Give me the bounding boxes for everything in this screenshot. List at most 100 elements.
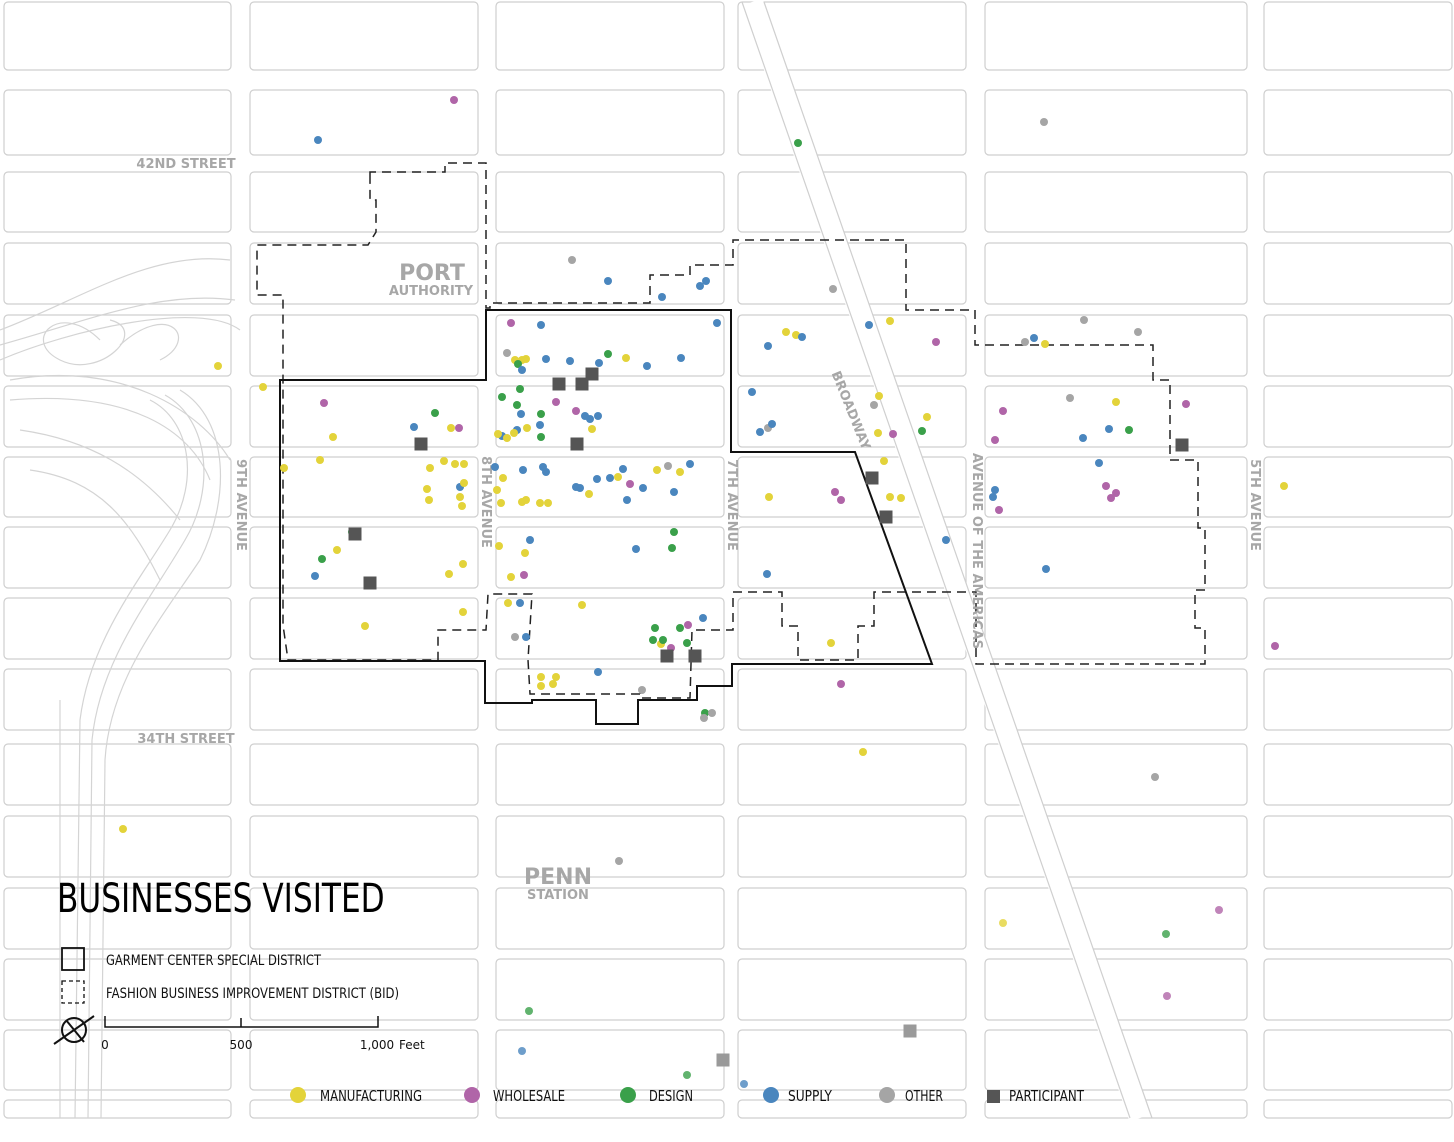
supply-point: [713, 319, 721, 327]
street-label-34th: 34TH STREET: [137, 732, 234, 747]
design-point: [525, 1007, 533, 1015]
street-block: [1263, 958, 1453, 1021]
street-block: [737, 597, 967, 660]
street-block: [495, 743, 725, 806]
manufacturing-point: [316, 456, 324, 464]
street-block: [1263, 385, 1453, 448]
wholesale-point: [1112, 489, 1120, 497]
manufacturing-point: [923, 413, 931, 421]
street-block: [737, 89, 967, 156]
street-block: [737, 958, 967, 1021]
supply-point: [696, 282, 704, 290]
supply-point: [517, 410, 525, 418]
supply-point: [586, 415, 594, 423]
street-block: [3, 1, 232, 71]
design-point: [683, 639, 691, 647]
street-block: [3, 1099, 232, 1119]
wholesale-point: [552, 398, 560, 406]
street-block: [984, 1099, 1248, 1119]
supply-point: [756, 428, 764, 436]
bid-legend-label: FASHION BUSINESS IMPROVEMENT DISTRICT (B…: [106, 986, 399, 1002]
manufacturing-point: [886, 317, 894, 325]
street-block: [1263, 242, 1453, 305]
supply-point: [702, 277, 710, 285]
manufacturing-point: [426, 464, 434, 472]
street-block: [3, 958, 232, 1021]
wholesale-point: [1215, 906, 1223, 914]
wholesale-point: [837, 680, 845, 688]
other-point: [829, 285, 837, 293]
manufacturing-point: [460, 479, 468, 487]
supply-point: [576, 484, 584, 492]
street-block: [1263, 1099, 1453, 1119]
street-block: [1263, 171, 1453, 233]
wholesale-point: [889, 430, 897, 438]
design-point: [1125, 426, 1133, 434]
other-point: [1151, 773, 1159, 781]
legend-label-supply: SUPPLY: [788, 1087, 833, 1105]
supply-point: [763, 570, 771, 578]
design-point: [659, 636, 667, 644]
supply-point: [522, 633, 530, 641]
supply-point: [768, 420, 776, 428]
street-block: [249, 1099, 479, 1119]
other-point: [1040, 118, 1048, 126]
manufacturing-point: [522, 496, 530, 504]
supply-point: [1095, 459, 1103, 467]
supply-point: [764, 342, 772, 350]
special-district-swatch: [61, 947, 85, 971]
manufacturing-point: [886, 493, 894, 501]
street-block: [1263, 887, 1453, 950]
street-block: [737, 314, 967, 377]
wholesale-point: [455, 424, 463, 432]
other-point: [638, 686, 646, 694]
supply-point: [542, 468, 550, 476]
ramp-line: [19, 429, 181, 521]
wholesale-point: [932, 338, 940, 346]
street-block: [737, 743, 967, 806]
supply-point: [526, 536, 534, 544]
participant-marker: [716, 1053, 730, 1067]
manufacturing-point: [507, 573, 515, 581]
street-block: [495, 526, 725, 589]
business-points: [119, 96, 1288, 1088]
other-point: [664, 462, 672, 470]
participant-marker: [348, 527, 362, 541]
manufacturing-point: [549, 680, 557, 688]
garment-special-district-boundary: [279, 309, 934, 725]
manufacturing-point: [510, 429, 518, 437]
supply-point: [1105, 425, 1113, 433]
other-point: [1066, 394, 1074, 402]
wholesale-point: [507, 319, 515, 327]
street-block: [249, 89, 479, 156]
scale-label-1000: 1,000: [360, 1038, 394, 1052]
legend-label-manufacturing: MANUFACTURING: [320, 1087, 422, 1105]
manufacturing-point: [503, 434, 511, 442]
street-block: [1263, 1029, 1453, 1091]
street-block: [984, 385, 1248, 448]
supply-point: [623, 496, 631, 504]
design-point: [514, 360, 522, 368]
legend-label-other: OTHER: [905, 1087, 943, 1105]
street-block: [3, 526, 232, 589]
street-block: [984, 815, 1248, 878]
supply-point: [518, 1047, 526, 1055]
other-point: [708, 709, 716, 717]
ramp-line: [0, 316, 241, 361]
supply-point: [594, 668, 602, 676]
supply-point: [594, 412, 602, 420]
legend-swatch-supply: [763, 1087, 779, 1103]
ramp-line: [42, 319, 126, 366]
wholesale-point: [520, 571, 528, 579]
manufacturing-point: [522, 355, 530, 363]
participant-marker: [575, 377, 589, 391]
street-block: [984, 958, 1248, 1021]
street-block: [1263, 89, 1453, 156]
compass-icon: [53, 1015, 95, 1045]
manufacturing-point: [499, 474, 507, 482]
manufacturing-point: [458, 502, 466, 510]
wholesale-point: [999, 407, 1007, 415]
other-point: [1021, 338, 1029, 346]
design-point: [513, 401, 521, 409]
